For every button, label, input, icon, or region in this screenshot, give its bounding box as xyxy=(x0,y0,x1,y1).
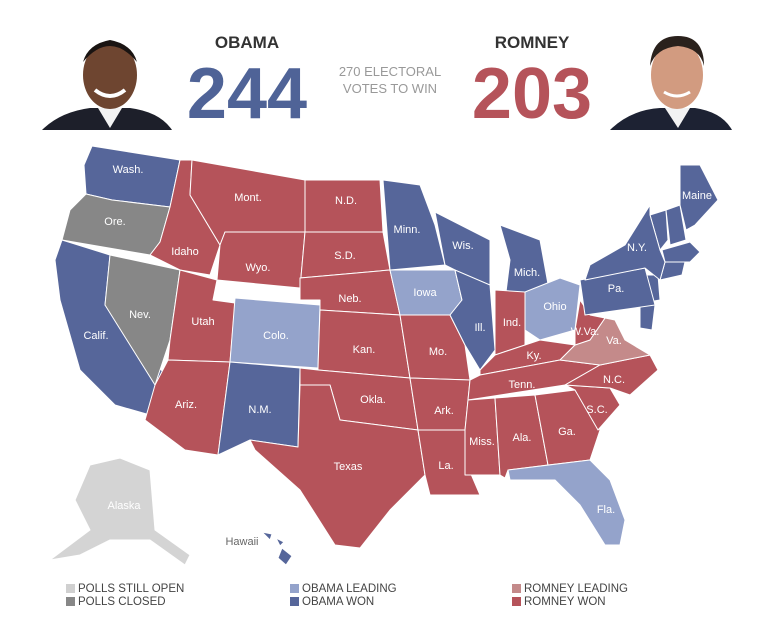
state-label: La. xyxy=(438,460,453,472)
state xyxy=(261,531,273,541)
state-label: Hawaii xyxy=(225,536,258,548)
state-label: N.Y. xyxy=(627,242,647,254)
state xyxy=(49,457,191,566)
state xyxy=(277,547,293,566)
state-label: S.D. xyxy=(334,250,355,262)
legend-swatch xyxy=(66,584,75,593)
legend-label: POLLS CLOSED xyxy=(78,596,166,608)
state-label: Mich. xyxy=(514,267,540,279)
state xyxy=(464,397,501,476)
state-label: Mont. xyxy=(234,192,262,204)
state-label: Texas xyxy=(334,461,363,473)
state-label: Ill. xyxy=(475,322,486,334)
state-label: S.C. xyxy=(586,404,607,416)
state-label: Ga. xyxy=(558,426,576,438)
state-label: Calif. xyxy=(83,330,108,342)
legend-label: ROMNEY LEADING xyxy=(524,583,628,595)
state xyxy=(104,254,181,386)
state-label: Iowa xyxy=(413,287,437,299)
state xyxy=(382,179,446,271)
state-label: Miss. xyxy=(469,436,495,448)
state xyxy=(534,389,601,466)
state xyxy=(679,164,719,231)
state xyxy=(574,299,606,346)
electoral-votes: 203 xyxy=(472,54,592,134)
state-label: Tenn. xyxy=(509,379,536,391)
state xyxy=(399,314,471,381)
state-label: Alaska xyxy=(107,500,141,512)
state-label: Kan. xyxy=(353,344,376,356)
legend-swatch xyxy=(66,597,75,606)
state-label: N.D. xyxy=(335,195,357,207)
state xyxy=(275,537,285,547)
romney-photo xyxy=(610,30,732,130)
state-label: Ind. xyxy=(503,317,521,329)
state-label: Ky. xyxy=(526,350,541,362)
state-label: Pa. xyxy=(608,283,625,295)
state-label: Utah xyxy=(191,316,214,328)
state-label: Neb. xyxy=(338,293,361,305)
state-label: Wyo. xyxy=(246,262,271,274)
state-label: Fla. xyxy=(597,504,615,516)
candidate-name: OBAMA xyxy=(215,33,279,52)
center-text: VOTES TO WIN xyxy=(343,81,437,96)
legend-swatch xyxy=(290,584,299,593)
state-label: Colo. xyxy=(263,330,289,342)
state-label: Ohio xyxy=(543,301,566,313)
state-label: W.Va. xyxy=(571,326,600,338)
state-label: Idaho xyxy=(171,246,199,258)
legend-label: ROMNEY WON xyxy=(524,596,606,608)
candidate-name: ROMNEY xyxy=(495,33,570,52)
state-label: Maine xyxy=(682,190,712,202)
state xyxy=(507,459,626,546)
state-label: Mo. xyxy=(429,346,447,358)
state-label: Wis. xyxy=(452,240,473,252)
obama-photo xyxy=(42,30,172,130)
state xyxy=(584,204,666,281)
state-label: Ore. xyxy=(104,216,125,228)
electoral-votes: 244 xyxy=(187,54,307,134)
state-label: Wash. xyxy=(113,164,144,176)
legend-swatch xyxy=(290,597,299,606)
state-label: Ariz. xyxy=(175,399,197,411)
state xyxy=(216,231,306,289)
state-label: Ark. xyxy=(434,405,454,417)
state-label: N.M. xyxy=(248,404,271,416)
state-label: Va. xyxy=(606,335,622,347)
state xyxy=(249,384,426,549)
state-label: N.C. xyxy=(603,374,625,386)
state-label: Minn. xyxy=(394,224,421,236)
state xyxy=(449,269,496,371)
state-label: Okla. xyxy=(360,394,386,406)
legend-label: OBAMA LEADING xyxy=(302,583,397,595)
northeast-small-states xyxy=(639,204,701,331)
legend-label: OBAMA WON xyxy=(302,596,374,608)
center-text: 270 ELECTORAL xyxy=(339,64,441,79)
state-label: Nev. xyxy=(129,309,151,321)
legend-swatch xyxy=(512,584,521,593)
state-label: Ala. xyxy=(513,432,532,444)
legend-swatch xyxy=(512,597,521,606)
legend-label: POLLS STILL OPEN xyxy=(78,583,184,595)
